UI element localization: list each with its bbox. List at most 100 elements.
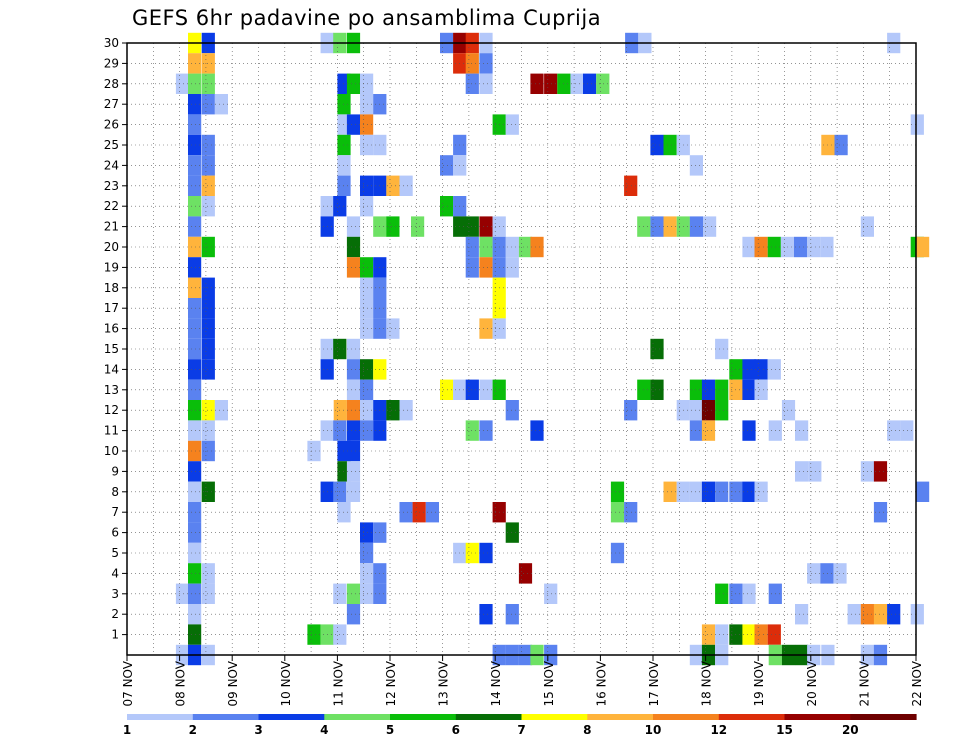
heatmap-cell (347, 400, 360, 420)
heatmap-cell (479, 318, 492, 338)
heatmap-cell (887, 604, 900, 624)
heatmap-cell (611, 543, 624, 563)
heatmap-cell (347, 482, 360, 502)
heatmap-cell (400, 176, 413, 196)
y-tick-label: 28 (104, 77, 119, 91)
heatmap-cell (347, 441, 360, 461)
x-tick-label: 12 NOV (384, 660, 398, 706)
y-tick-label: 9 (111, 464, 119, 478)
y-tick-label: 17 (104, 301, 119, 315)
heatmap-cell (530, 420, 543, 440)
heatmap-cell (347, 584, 360, 604)
heatmap-cell (795, 604, 808, 624)
x-tick-label: 21 NOV (857, 660, 871, 706)
heatmap-cell (768, 237, 781, 257)
colorbar-segment (193, 714, 259, 720)
y-tick-label: 3 (111, 587, 119, 601)
colorbar-label: 6 (452, 723, 460, 737)
colorbar-label: 10 (645, 723, 662, 737)
heatmap-cell (519, 563, 532, 583)
heatmap-cell (411, 216, 424, 236)
heatmap-cell (530, 237, 543, 257)
heatmap-cell (715, 339, 728, 359)
colorbar-label: 20 (842, 723, 859, 737)
heatmap-cell (742, 237, 755, 257)
heatmap-cell (715, 624, 728, 644)
colorbar-label: 5 (386, 723, 394, 737)
heatmap-cell (848, 604, 861, 624)
y-tick-label: 18 (104, 281, 119, 295)
x-tick-label: 16 NOV (594, 660, 608, 706)
heatmap-cell (650, 135, 663, 155)
heatmap-cell (911, 604, 924, 624)
colorbar-segment (850, 714, 916, 720)
heatmap-cell (570, 74, 583, 94)
heatmap-cell (611, 502, 624, 522)
y-tick-label: 16 (104, 322, 119, 336)
heatmap-cell (479, 74, 492, 94)
heatmap-cell (742, 420, 755, 440)
heatmap-cell (519, 237, 532, 257)
heatmap-cell (479, 257, 492, 277)
y-tick-label: 6 (111, 526, 119, 540)
y-tick-label: 26 (104, 118, 119, 132)
colorbar-segment (522, 714, 588, 720)
heatmap-cell (479, 53, 492, 73)
heatmap-cell (664, 135, 677, 155)
y-tick-label: 4 (111, 566, 119, 580)
y-tick-label: 14 (104, 362, 119, 376)
colorbar-label: 1 (123, 723, 131, 737)
y-tick-label: 1 (111, 628, 119, 642)
y-tick-label: 10 (104, 444, 119, 458)
heatmap-cell (795, 420, 808, 440)
colorbar-label: 2 (189, 723, 197, 737)
y-tick-label: 22 (104, 199, 119, 213)
y-tick-label: 23 (104, 179, 119, 193)
heatmap-cell (715, 482, 728, 502)
colorbar-label: 12 (710, 723, 727, 737)
heatmap-cell (715, 584, 728, 604)
y-tick-label: 11 (104, 424, 119, 438)
y-tick-label: 29 (104, 56, 119, 70)
heatmap-cell (307, 624, 320, 644)
y-tick-label: 2 (111, 607, 119, 621)
heatmap-cell (479, 604, 492, 624)
heatmap-cell (911, 114, 924, 134)
heatmap-cell (386, 318, 399, 338)
colorbar-segment (324, 714, 390, 720)
heatmap-cell (479, 216, 492, 236)
heatmap-cell (347, 420, 360, 440)
heatmap-cell (835, 135, 848, 155)
heatmap-cell (807, 563, 820, 583)
heatmap-cell (755, 237, 768, 257)
heatmap-cell (715, 380, 728, 400)
colorbar-label: 8 (583, 723, 591, 737)
heatmap-cell (768, 359, 781, 379)
heatmap-cell (664, 216, 677, 236)
colorbar-label: 3 (254, 723, 262, 737)
y-tick-label: 30 (104, 36, 119, 50)
heatmap-cell (530, 74, 543, 94)
heatmap-cell (347, 339, 360, 359)
heatmap-cell (215, 94, 228, 114)
heatmap-cell (479, 237, 492, 257)
colorbar-label: 15 (776, 723, 793, 737)
heatmap-cell (583, 74, 596, 94)
heatmap-cell (742, 584, 755, 604)
heatmap-cell (715, 400, 728, 420)
heatmap-cell (755, 624, 768, 644)
y-tick-label: 21 (104, 220, 119, 234)
colorbar-segment (587, 714, 653, 720)
heatmap-cell (742, 482, 755, 502)
heatmap-cell (611, 482, 624, 502)
heatmap-cell (400, 400, 413, 420)
heatmap-cell (664, 482, 677, 502)
x-tick-label: 13 NOV (437, 660, 451, 706)
heatmap-cell (215, 400, 228, 420)
colorbar-segment (456, 714, 522, 720)
x-tick-label: 18 NOV (700, 660, 714, 706)
heatmap-cell (347, 216, 360, 236)
heatmap-cell (755, 380, 768, 400)
x-tick-label: 15 NOV (542, 660, 556, 706)
